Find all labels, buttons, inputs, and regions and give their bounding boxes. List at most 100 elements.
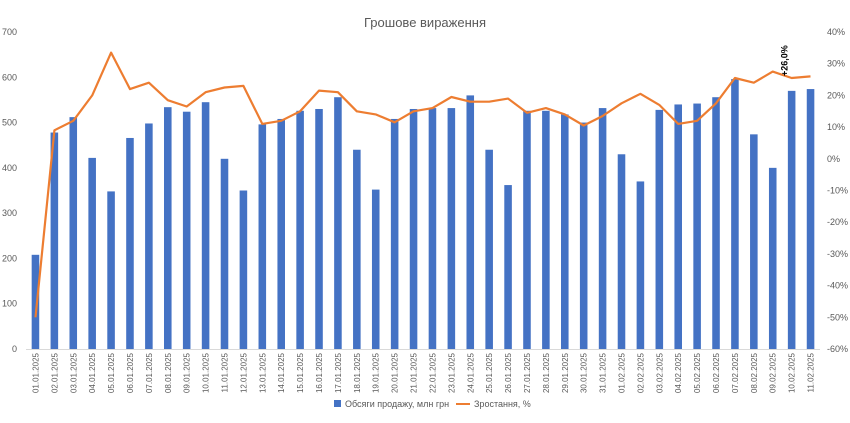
legend-swatch-bar [334,400,341,407]
x-axis-tick-label: 19.01.2025 [372,352,381,393]
bar [145,123,153,349]
bar [296,110,304,349]
bar [390,118,399,349]
x-axis-tick-label: 27.01.2025 [523,352,532,393]
bar [768,167,777,349]
x-axis-tick-label: 06.02.2025 [712,352,721,393]
x-axis-tick-label: 30.01.2025 [580,352,589,393]
x-axis-tick-label: 11.02.2025 [807,352,816,392]
bar [220,158,229,349]
left-axis-tick-label: 600 [2,72,17,82]
x-axis-tick-label: 04.02.2025 [674,352,683,393]
right-axis-tick-label: -10% [827,186,848,196]
bar-series [31,79,815,350]
bar [50,132,59,349]
bar [371,189,380,349]
bar [107,191,115,349]
bar [164,107,172,349]
bar [712,97,720,349]
bar [126,137,134,349]
x-axis-tick-label: 10.02.2025 [788,352,797,393]
x-axis-tick-label: 12.01.2025 [239,352,248,393]
right-axis-tick-label: 40% [827,27,845,37]
x-axis-tick-label: 26.01.2025 [504,352,513,393]
bar [787,90,796,349]
right-axis-tick-label: -60% [827,344,848,354]
bar [542,110,550,349]
right-axis-tick-label: 0% [827,154,840,164]
right-axis-tick-label: -50% [827,312,848,322]
bar [750,134,758,349]
bar [806,89,815,349]
x-axis-tick-label: 11.01.2025 [221,352,230,392]
bar [353,149,361,349]
x-axis-tick-label: 20.01.2025 [391,352,400,393]
bar [258,124,267,349]
x-axis-tick-label: 25.01.2025 [485,352,494,393]
bar [182,111,191,350]
x-axis-tick-label: 14.01.2025 [277,352,286,393]
x-axis-tick-label: 23.01.2025 [447,352,456,393]
x-axis-tick-label: 02.02.2025 [636,352,645,393]
x-axis-tick-label: 07.01.2025 [145,352,154,393]
legend-label: Зростання, % [474,399,531,409]
x-axis-tick-label: 09.02.2025 [769,352,778,393]
right-axis-tick-label: -20% [827,217,848,227]
x-axis-tick-label: 01.02.2025 [618,352,627,393]
left-axis-tick-label: 300 [2,208,17,218]
x-axis-tick-label: 31.01.2025 [599,352,608,393]
bar [655,109,664,350]
bar [466,95,475,350]
bar [315,108,323,349]
x-axis-tick-label: 08.02.2025 [750,352,759,393]
bar [504,185,512,349]
bar [674,104,682,349]
right-axis-tick-label: 20% [827,90,845,100]
x-axis-tick-label: 18.01.2025 [353,352,362,393]
right-axis: -60% -50% -40% -30% -20% -10% 0% 10% 20% 30% 40% [827,27,848,354]
bar [693,103,701,350]
x-axis-tick-label: 06.01.2025 [126,352,135,393]
bar [598,108,607,349]
x-axis-tick-label: 05.01.2025 [107,352,116,393]
bar [485,149,493,349]
x-axis-tick-label: 05.02.2025 [693,352,702,393]
x-axis-tick-label: 01.01.2025 [31,352,40,393]
x-axis-tick-label: 09.01.2025 [183,352,192,393]
x-axis-tick-label: 16.01.2025 [315,352,324,393]
growth-line [34,51,811,318]
bar [239,190,248,349]
bar [447,108,456,349]
x-axis-tick-label: 24.01.2025 [466,352,475,393]
bar [636,181,645,349]
x-axis-tick-label: 17.01.2025 [334,352,343,393]
line-series: +26,0% [34,45,811,318]
bar [579,122,588,349]
x-axis: 01.01.2025 02.01.2025 03.01.2025 04.01.2025… [26,349,820,393]
left-axis-tick-label: 0 [12,344,17,354]
right-axis-tick-label: -40% [827,281,848,291]
right-axis-tick-label: -30% [827,249,848,259]
x-axis-tick-label: 03.01.2025 [69,352,78,393]
x-axis-tick-label: 08.01.2025 [164,352,173,393]
bar [561,114,569,349]
chart-title: Грошове вираження [364,15,486,30]
left-axis: 0 100 200 300 400 500 600 700 [2,27,17,354]
bar [428,108,437,349]
bar [88,157,96,349]
x-axis-tick-label: 03.02.2025 [655,352,664,393]
bar [277,118,285,349]
right-axis-tick-label: 30% [827,59,845,69]
bar [409,108,418,349]
left-axis-tick-label: 200 [2,253,17,263]
x-axis-tick-label: 02.01.2025 [50,352,59,393]
bar [31,254,40,349]
legend: Обсяги продажу, млн грн Зростання, % [334,399,531,409]
bar [201,102,210,349]
x-axis-tick-label: 22.01.2025 [428,352,437,393]
bar [334,97,342,349]
left-axis-tick-label: 500 [2,118,17,128]
x-axis-tick-label: 07.02.2025 [731,352,740,393]
